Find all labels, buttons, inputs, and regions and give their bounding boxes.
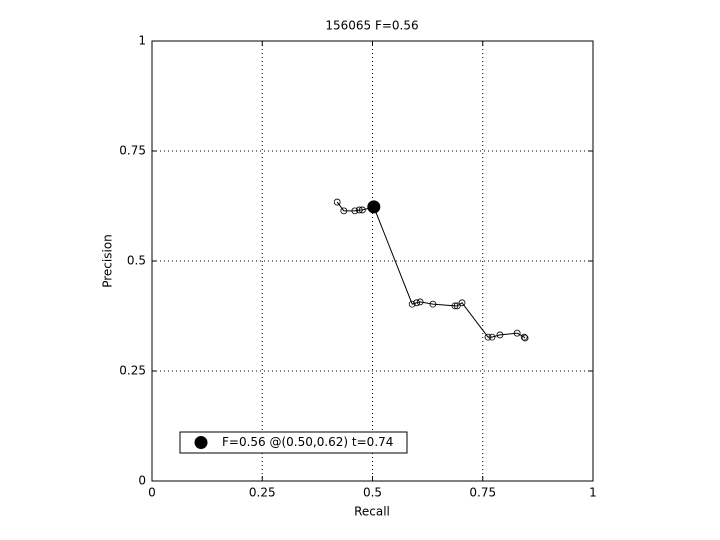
x-tick-label: 0 bbox=[148, 486, 156, 500]
point bbox=[416, 298, 424, 306]
y-tick-label: 0.5 bbox=[127, 254, 146, 268]
point bbox=[358, 206, 366, 214]
y-tick-label: 0.25 bbox=[119, 364, 146, 378]
point bbox=[458, 299, 466, 307]
legend-label: F=0.56 @(0.50,0.62) t=0.74 bbox=[222, 435, 393, 449]
x-tick-label: 0.5 bbox=[363, 486, 382, 500]
legend-box bbox=[179, 431, 408, 454]
point bbox=[413, 299, 421, 307]
point bbox=[513, 329, 521, 337]
legend-marker bbox=[194, 436, 208, 449]
point bbox=[488, 333, 496, 341]
point bbox=[496, 331, 504, 339]
best-point bbox=[367, 200, 381, 214]
plot-frame bbox=[151, 40, 594, 482]
x-tick-label: 0.25 bbox=[249, 486, 276, 500]
y-tick-label: 1 bbox=[138, 34, 146, 48]
y-tick-label: 0.75 bbox=[119, 144, 146, 158]
point bbox=[333, 198, 341, 206]
point bbox=[355, 206, 363, 214]
point bbox=[451, 302, 459, 310]
chart-title: 156065 F=0.56 bbox=[325, 19, 418, 33]
point bbox=[408, 300, 416, 308]
point bbox=[453, 302, 461, 310]
x-axis-label: Recall bbox=[354, 505, 390, 519]
point bbox=[520, 333, 528, 341]
point bbox=[340, 207, 348, 215]
y-tick-label: 0 bbox=[138, 474, 146, 488]
point bbox=[429, 300, 437, 308]
point bbox=[521, 334, 529, 342]
point bbox=[484, 333, 492, 341]
x-tick-label: 0.75 bbox=[469, 486, 496, 500]
point bbox=[351, 207, 359, 215]
x-tick-label: 1 bbox=[589, 486, 597, 500]
y-axis-label: Precision bbox=[101, 234, 115, 288]
